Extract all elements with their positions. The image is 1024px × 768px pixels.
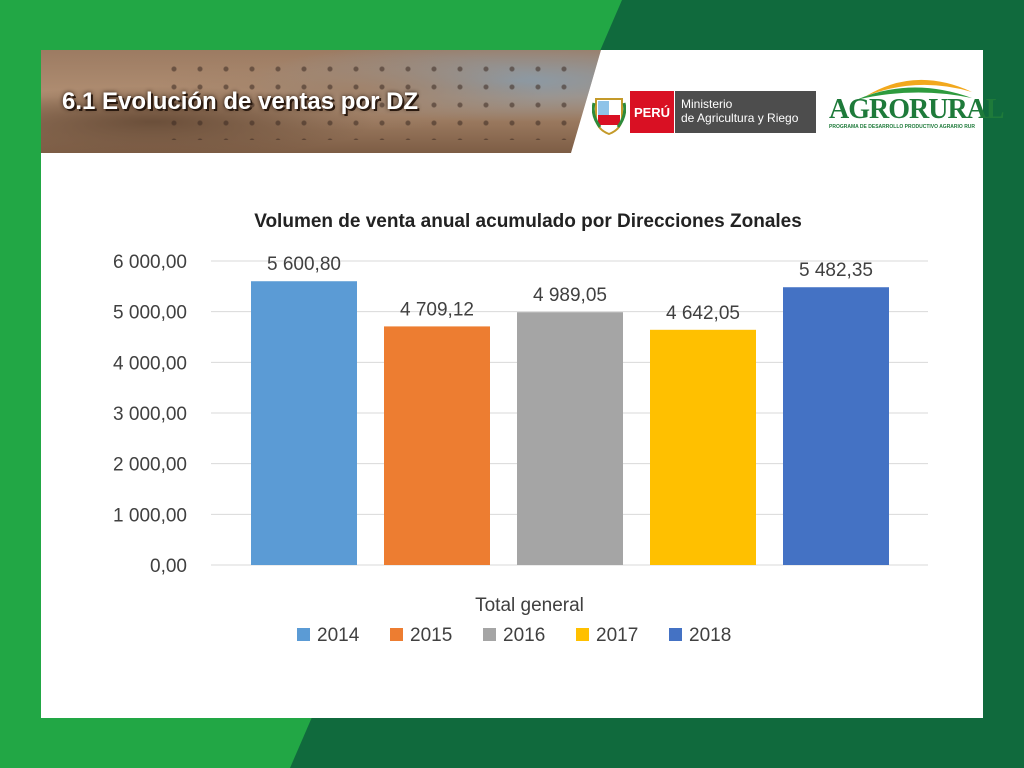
data-label-2014: 5 600,80 [267,254,341,275]
data-label-2016: 4 989,05 [533,285,607,306]
bar-2017 [650,329,756,565]
legend-swatch-2018 [669,628,682,641]
chart-title: Volumen de venta anual acumulado por Dir… [254,211,802,232]
legend-swatch-2014 [297,628,310,641]
legend-label-2018: 2018 [689,625,731,646]
y-tick-label: 2 000,00 [113,455,187,476]
agrorural-subtitle: PROGRAMA DE DESARROLLO PRODUCTIVO AGRARI… [829,124,975,130]
data-label-2015: 4 709,12 [400,299,474,320]
data-label-2017: 4 642,05 [666,303,740,324]
legend-label-2014: 2014 [317,625,360,646]
agrorural-logo: AGRORURAL [829,94,1005,125]
y-tick-label: 0,00 [150,556,187,577]
y-tick-label: 1 000,00 [113,505,187,526]
y-tick-label: 4 000,00 [113,353,187,374]
banner-photo [41,50,601,153]
bar-2014 [251,281,357,565]
ministry-label: Ministerio de Agricultura y Riego [675,91,816,133]
chart-legend: 2014 2015 2016 2017 2018 [297,625,731,646]
chart-x-axis: Total general [475,595,584,616]
legend-label-2017: 2017 [596,625,638,646]
agrorural-swoosh-icon [856,79,972,100]
chart-data-labels: 5 600,80 4 709,12 4 989,05 4 642,05 5 482,35 [267,254,873,324]
data-label-2018: 5 482,35 [799,260,873,281]
bar-2015 [384,326,490,565]
legend-swatch-2016 [483,628,496,641]
y-tick-label: 6 000,00 [113,252,187,273]
peru-label: PERÚ [630,91,674,133]
slide-title: 6.1 Evolución de ventas por DZ [62,88,419,115]
bar-2018 [783,287,889,565]
chart-y-axis: 0,00 1 000,00 2 000,00 3 000,00 4 000,00 5 00… [113,252,187,577]
y-tick-label: 5 000,00 [113,303,187,324]
legend-swatch-2015 [390,628,403,641]
peru-coat-of-arms-icon [592,98,626,135]
bar-2016 [517,312,623,565]
legend-swatch-2017 [576,628,589,641]
x-category-label: Total general [475,595,584,616]
legend-label-2016: 2016 [503,625,545,646]
bar-chart: Volumen de venta anual acumulado por Dir… [113,211,928,646]
legend-label-2015: 2015 [410,625,452,646]
y-tick-label: 3 000,00 [113,404,187,425]
banner-photo-people [161,60,581,140]
chart-bars [251,281,889,565]
ministry-line-1: Ministerio [681,97,733,111]
ministry-line-2: de Agricultura y Riego [681,111,799,125]
